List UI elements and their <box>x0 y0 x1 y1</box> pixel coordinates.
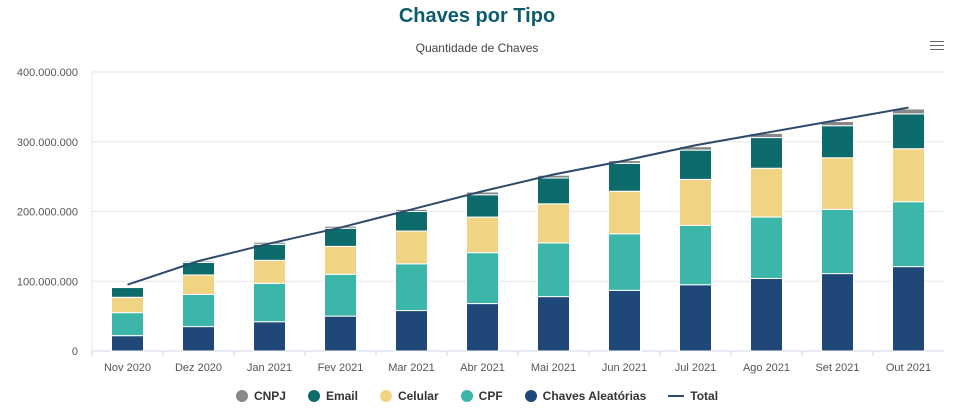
chart-legend: CNPJ Email Celular CPF Chaves Aleatórias Tota… <box>0 389 954 403</box>
bar-segment[interactable] <box>892 266 925 352</box>
legend-item[interactable]: Email <box>307 389 358 403</box>
bar-segment[interactable] <box>821 208 854 275</box>
total-line <box>127 106 909 286</box>
bar-segment[interactable] <box>608 162 641 192</box>
y-tick-label: 300.000.000 <box>17 137 78 149</box>
bar-segment[interactable] <box>608 190 641 235</box>
bar-segment[interactable] <box>892 148 925 203</box>
total-series-line[interactable] <box>127 106 909 286</box>
bar-segment[interactable] <box>892 201 925 268</box>
legend-dot-icon <box>235 390 248 402</box>
bar-segment[interactable] <box>537 296 570 352</box>
bar-segment[interactable] <box>395 310 428 352</box>
bar-segment[interactable] <box>537 177 570 205</box>
bar-segment[interactable] <box>750 167 783 218</box>
x-axis-ticks: Nov 2020 Dez 2020 Jan 2021 Fev 2021 Mar 2021… <box>91 351 931 374</box>
bar-segment[interactable] <box>111 335 144 352</box>
bar-segment[interactable] <box>182 294 215 328</box>
y-tick-label: 200.000.000 <box>17 207 78 219</box>
hamburger-menu-icon[interactable] <box>929 38 945 52</box>
x-tick-label: Mar 2021 <box>388 362 434 374</box>
legend-item[interactable]: CPF <box>460 389 503 403</box>
legend-label: Chaves Aleatórias <box>542 389 647 403</box>
y-tick-label: 100.000.000 <box>17 276 78 288</box>
x-tick-label: Ago 2021 <box>743 362 790 374</box>
bar-segment[interactable] <box>821 125 854 159</box>
bar-segment[interactable] <box>466 194 499 218</box>
bar-segment[interactable] <box>750 216 783 279</box>
bar-segment[interactable] <box>750 137 783 169</box>
x-tick-label: Dez 2020 <box>175 362 222 374</box>
bar-segment[interactable] <box>111 296 144 314</box>
bar-segment[interactable] <box>892 113 925 150</box>
legend-item[interactable]: CNPJ <box>235 389 286 403</box>
legend-dot-icon <box>524 390 537 402</box>
bar-segment[interactable] <box>324 273 357 317</box>
bar-segment[interactable] <box>324 315 357 352</box>
bar-segment[interactable] <box>111 287 144 298</box>
bar-segment[interactable] <box>466 303 499 352</box>
bar-segment[interactable] <box>182 274 215 296</box>
bar-segment[interactable] <box>679 284 712 352</box>
chart-title: Chaves por Tipo <box>398 5 556 27</box>
x-tick-label: Jul 2021 <box>675 362 717 374</box>
chart-plot: 0 100.000.000 200.000.000 300.000.000 400.00… <box>17 67 944 374</box>
legend-line-icon <box>668 395 685 397</box>
x-tick-label: Fev 2021 <box>318 362 364 374</box>
y-tick-label: 400.000.000 <box>17 67 78 79</box>
x-tick-label: Jun 2021 <box>602 362 647 374</box>
bar-segment[interactable] <box>608 289 641 352</box>
bar-segment[interactable] <box>679 178 712 226</box>
bar-segment[interactable] <box>395 263 428 312</box>
bar-segment[interactable] <box>182 326 215 352</box>
y-axis-ticks: 0 100.000.000 200.000.000 300.000.000 400.00… <box>17 67 78 358</box>
legend-dot-icon <box>460 390 473 402</box>
legend-item[interactable]: Celular <box>379 389 439 403</box>
bar-segment[interactable] <box>395 211 428 232</box>
legend-label: Celular <box>397 389 439 403</box>
legend-label: CNPJ <box>253 389 286 403</box>
y-tick-label: 0 <box>72 346 78 358</box>
x-tick-label: Nov 2020 <box>104 362 151 374</box>
legend-item[interactable]: Total <box>668 389 718 403</box>
bar-segment[interactable] <box>466 216 499 254</box>
bar-segment[interactable] <box>466 252 499 305</box>
x-tick-label: Jan 2021 <box>247 362 292 374</box>
bar-segment[interactable] <box>821 157 854 210</box>
bar-segment[interactable] <box>253 321 286 352</box>
bar-segment[interactable] <box>750 277 783 352</box>
bar-segment[interactable] <box>608 233 641 291</box>
x-tick-label: Set 2021 <box>815 362 859 374</box>
bar-segment[interactable] <box>821 273 854 352</box>
bar-stacks <box>111 108 925 352</box>
legend-dot-icon <box>307 390 320 402</box>
y-grid <box>91 71 944 352</box>
bar-segment[interactable] <box>395 230 428 265</box>
x-tick-label: Mai 2021 <box>531 362 576 374</box>
x-tick-label: Out 2021 <box>886 362 931 374</box>
bar-segment[interactable] <box>537 203 570 244</box>
bar-segment[interactable] <box>679 224 712 286</box>
bar-segment[interactable] <box>679 149 712 180</box>
legend-label: Total <box>690 389 719 403</box>
bar-segment[interactable] <box>324 245 357 275</box>
legend-dot-icon <box>379 390 392 402</box>
bar-segment[interactable] <box>111 312 144 337</box>
chart-subtitle: Quantidade de Chaves <box>415 41 539 55</box>
bar-segment[interactable] <box>537 242 570 298</box>
x-tick-label: Abr 2021 <box>460 362 505 374</box>
legend-item[interactable]: Chaves Aleatórias <box>524 389 647 403</box>
bar-segment[interactable] <box>111 286 144 289</box>
bar-segment[interactable] <box>253 282 286 323</box>
legend-label: Email <box>325 389 358 403</box>
legend-label: CPF <box>478 389 503 403</box>
bar-segment[interactable] <box>253 259 286 284</box>
